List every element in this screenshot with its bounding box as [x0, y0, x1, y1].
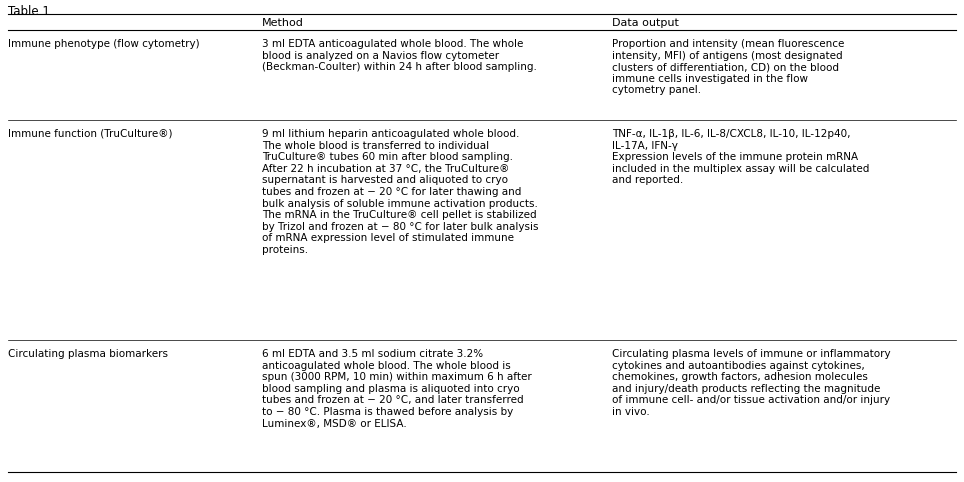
Text: Circulating plasma levels of immune or inflammatory
cytokines and autoantibodies: Circulating plasma levels of immune or i… — [612, 349, 891, 417]
Text: Immune phenotype (flow cytometry): Immune phenotype (flow cytometry) — [8, 39, 200, 49]
Text: Proportion and intensity (mean fluorescence
intensity, MFI) of antigens (most de: Proportion and intensity (mean fluoresce… — [612, 39, 844, 95]
Text: 9 ml lithium heparin anticoagulated whole blood.
The whole blood is transferred : 9 ml lithium heparin anticoagulated whol… — [262, 129, 539, 255]
Text: Method: Method — [262, 18, 304, 28]
Text: 3 ml EDTA anticoagulated whole blood. The whole
blood is analyzed on a Navios fl: 3 ml EDTA anticoagulated whole blood. Th… — [262, 39, 537, 72]
Text: Immune function (TruCulture®): Immune function (TruCulture®) — [8, 129, 173, 139]
Text: Table 1: Table 1 — [8, 5, 50, 18]
Text: Data output: Data output — [612, 18, 679, 28]
Text: TNF-α, IL-1β, IL-6, IL-8/CXCL8, IL-10, IL-12p40,
IL-17A, IFN-γ
Expression levels: TNF-α, IL-1β, IL-6, IL-8/CXCL8, IL-10, I… — [612, 129, 870, 186]
Text: 6 ml EDTA and 3.5 ml sodium citrate 3.2%
anticoagulated whole blood. The whole b: 6 ml EDTA and 3.5 ml sodium citrate 3.2%… — [262, 349, 532, 428]
Text: Circulating plasma biomarkers: Circulating plasma biomarkers — [8, 349, 168, 359]
